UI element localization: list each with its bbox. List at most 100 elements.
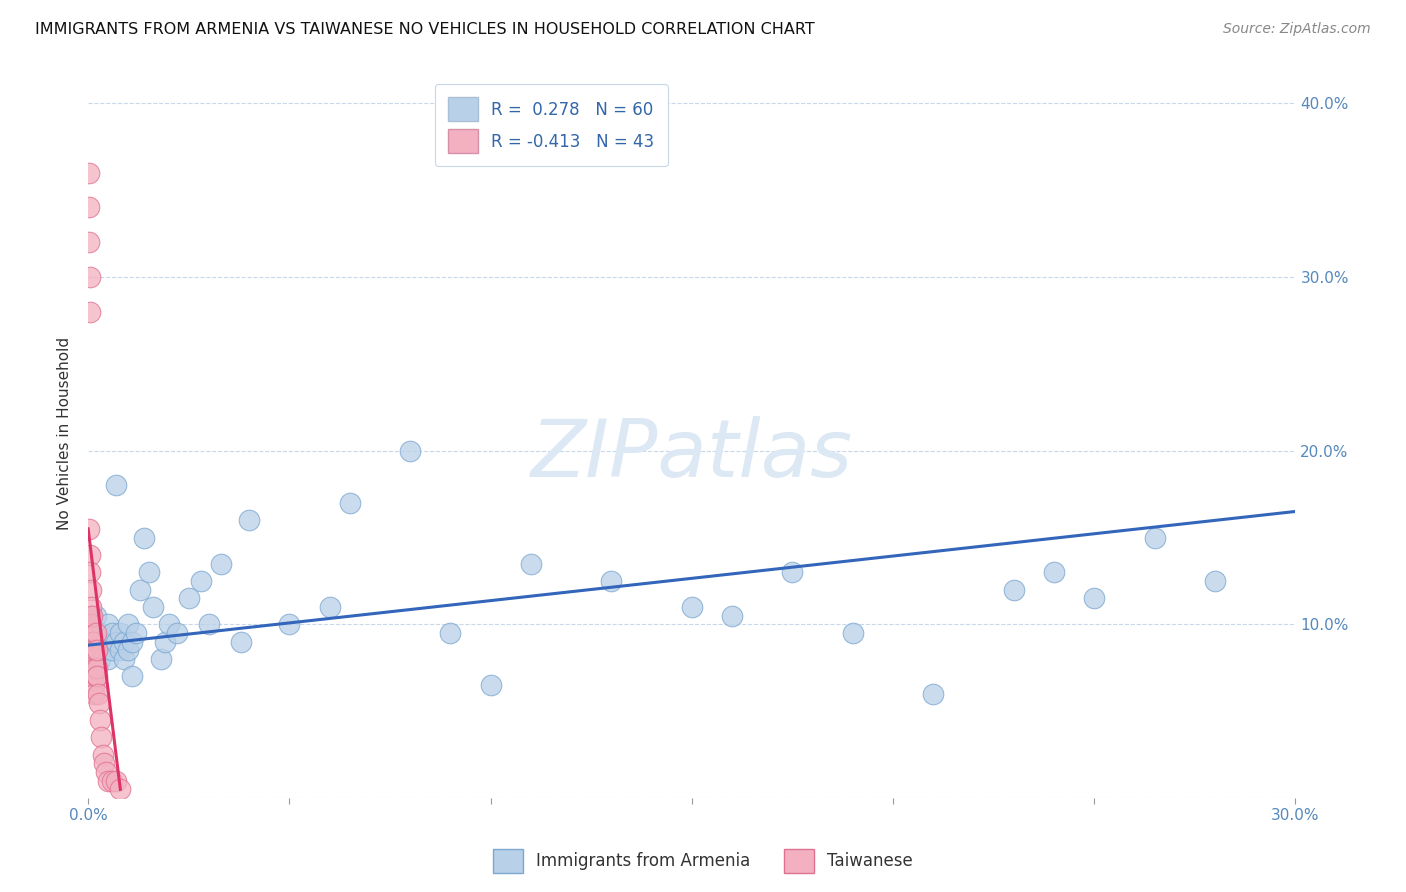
Point (79, 269, 101, 284)
Point (177, 591, 200, 606)
Point (83, 687, 105, 701)
Point (89, 713, 111, 727)
Point (121, 634, 143, 648)
Point (79, 582, 101, 597)
Point (138, 566, 160, 580)
Point (782, 566, 804, 580)
Point (238, 513, 260, 527)
Point (97, 652, 120, 666)
Y-axis label: No Vehicles in Household: No Vehicles in Household (58, 336, 72, 530)
Point (600, 574, 623, 588)
Point (318, 599, 340, 614)
Point (439, 626, 461, 640)
Point (84, 626, 107, 640)
Point (479, 678, 502, 692)
Point (89, 634, 111, 648)
Point (101, 626, 124, 640)
Point (93, 643, 115, 657)
Point (87, 696, 110, 710)
Point (82, 669, 104, 683)
Point (82, 626, 104, 640)
Legend: R =  0.278   N = 60, R = -0.413   N = 43: R = 0.278 N = 60, R = -0.413 N = 43 (434, 84, 668, 166)
Point (112, 652, 135, 666)
Point (84, 643, 107, 657)
Point (117, 643, 139, 657)
Point (82, 643, 104, 657)
Point (922, 687, 945, 701)
Point (80, 617, 103, 632)
Point (339, 496, 361, 510)
Point (110, 626, 132, 640)
Point (82, 652, 104, 666)
Point (97, 773, 120, 788)
Point (80, 634, 103, 648)
Point (190, 574, 212, 588)
Point (112, 634, 135, 648)
Point (117, 617, 139, 632)
Point (229, 634, 252, 648)
Point (1143, 531, 1166, 545)
Text: IMMIGRANTS FROM ARMENIA VS TAIWANESE NO VEHICLES IN HOUSEHOLD CORRELATION CHART: IMMIGRANTS FROM ARMENIA VS TAIWANESE NO … (35, 22, 815, 37)
Point (82, 661, 104, 675)
Point (82, 608, 104, 623)
Point (681, 599, 703, 614)
Point (87, 687, 110, 701)
Point (77, 201, 100, 215)
Point (721, 608, 744, 623)
Point (84, 608, 107, 623)
Point (105, 634, 128, 648)
Point (79, 566, 101, 580)
Point (82, 643, 104, 657)
Point (91, 747, 114, 762)
Point (105, 478, 128, 492)
Point (86, 643, 108, 657)
Point (101, 643, 124, 657)
Point (89, 643, 111, 657)
Point (89, 652, 111, 666)
Point (105, 773, 128, 788)
Point (93, 756, 115, 771)
Point (84, 661, 107, 675)
Point (153, 634, 176, 648)
Point (89, 626, 111, 640)
Point (129, 582, 152, 597)
Point (1083, 591, 1105, 606)
Point (96, 764, 118, 779)
Legend: Immigrants from Armenia, Taiwanese: Immigrants from Armenia, Taiwanese (486, 842, 920, 880)
Point (84, 634, 107, 648)
Point (84, 643, 107, 657)
Point (110, 782, 132, 797)
Point (93, 634, 115, 648)
Point (1002, 582, 1025, 597)
Point (141, 599, 163, 614)
Point (80, 661, 103, 675)
Point (86, 661, 108, 675)
Point (198, 617, 221, 632)
Point (125, 626, 148, 640)
Point (77, 235, 100, 250)
Point (77, 166, 100, 180)
Point (110, 643, 132, 657)
Text: Source: ZipAtlas.com: Source: ZipAtlas.com (1223, 22, 1371, 37)
Point (84, 669, 107, 683)
Point (83, 678, 105, 692)
Point (209, 557, 232, 571)
Point (79, 522, 101, 536)
Point (166, 626, 188, 640)
Point (80, 643, 103, 657)
Point (121, 669, 143, 683)
Point (90, 731, 112, 745)
Text: ZIPatlas: ZIPatlas (530, 417, 853, 494)
Point (83, 652, 105, 666)
Point (149, 652, 172, 666)
Point (80, 626, 103, 640)
Point (80, 599, 103, 614)
Point (842, 626, 865, 640)
Point (79, 608, 101, 623)
Point (82, 634, 104, 648)
Point (79, 304, 101, 318)
Point (157, 617, 180, 632)
Point (84, 626, 107, 640)
Point (82, 652, 104, 666)
Point (86, 669, 108, 683)
